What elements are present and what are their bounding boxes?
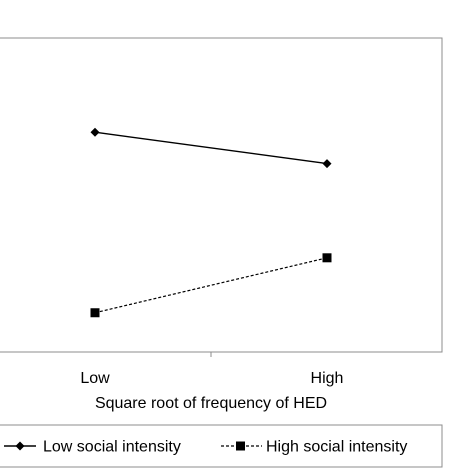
legend-entry-low-social-intensity: Low social intensity (4, 439, 181, 456)
legend-diamond-marker (15, 441, 25, 451)
data-point-high-social-intensity-low (90, 308, 100, 318)
x-tick-label-low: Low (80, 370, 110, 387)
series-line-low-social-intensity (94, 131, 328, 165)
legend-entry-high-social-intensity: High social intensity (221, 439, 407, 456)
series-layer (90, 127, 332, 318)
x-tick-label-high: High (311, 370, 344, 387)
data-point-high-social-intensity-high (322, 253, 332, 263)
x-axis-title: Square root of frequency of HED (95, 395, 327, 412)
legend-square-marker (236, 441, 245, 451)
legend-label-low: Low social intensity (43, 439, 181, 456)
data-point-low-social-intensity-low (90, 127, 100, 137)
plot-area (0, 37, 443, 353)
data-point-low-social-intensity-high (322, 159, 332, 169)
legend-label-high: High social intensity (266, 439, 407, 456)
